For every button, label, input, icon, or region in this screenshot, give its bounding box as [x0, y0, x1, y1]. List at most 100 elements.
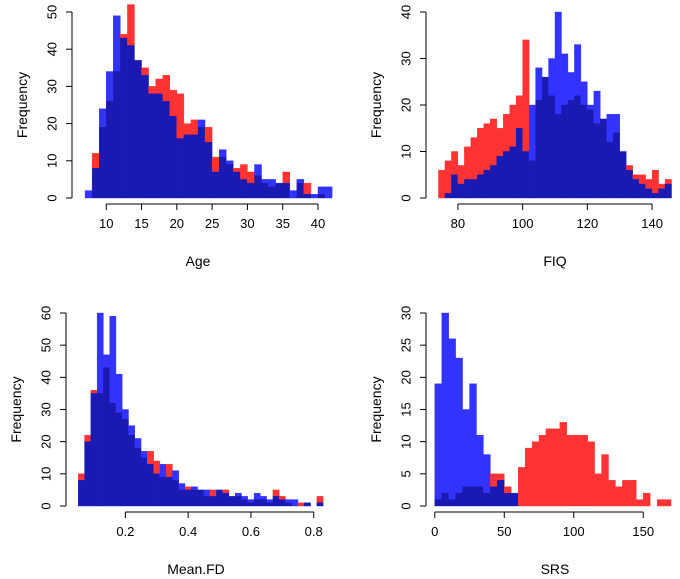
overlap-bar-23: [587, 109, 595, 199]
blue-bar-15: [172, 470, 179, 481]
overlap-bar-34: [658, 188, 666, 199]
overlap-bar-8: [490, 165, 497, 199]
red-bar-7: [483, 123, 491, 171]
overlap-bar-15: [535, 100, 543, 199]
overlap-bar-3: [96, 393, 104, 507]
blue-bar-0: [84, 190, 93, 199]
fiq-histogram: 80 100 120 140 FIQ 0 10 20 30 40 Frequency: [368, 5, 672, 269]
y-tick-label-30: 30: [45, 79, 60, 93]
blue-bar-27: [613, 114, 620, 134]
x-axis-title: Mean.FD: [167, 561, 225, 577]
red-bar-14: [183, 123, 192, 135]
red-bar-25: [608, 480, 616, 507]
red-bar-10: [504, 486, 512, 494]
red-bar-6: [477, 128, 484, 175]
y-tick-label-15: 15: [399, 402, 414, 416]
red-bar-31: [638, 174, 646, 185]
overlap-bar-33: [651, 193, 659, 199]
blue-bar-19: [561, 53, 569, 106]
red-bar-3: [457, 165, 465, 185]
overlap-bar-18: [211, 171, 220, 199]
blue-bar-6: [115, 373, 123, 413]
x-tick-label-100: 100: [512, 216, 534, 231]
overlap-bar-4: [113, 71, 121, 199]
y-tick-label-10: 10: [399, 434, 414, 448]
blue-bar-32: [310, 194, 319, 199]
overlap-bar-14: [165, 476, 173, 507]
overlap-bar-18: [191, 489, 198, 507]
overlap-bar-14: [528, 160, 536, 199]
y-tick-label-20: 20: [39, 434, 54, 448]
overlap-bar-1: [441, 492, 449, 507]
y-tick-label-40: 40: [45, 42, 60, 56]
overlap-bar-0: [434, 499, 442, 507]
blue-bar-20: [567, 72, 575, 101]
red-bar-30: [632, 174, 640, 180]
red-bar-30: [643, 492, 651, 507]
overlap-bar-2: [448, 499, 456, 507]
red-bar-19: [566, 435, 574, 507]
blue-bar-20: [203, 489, 211, 497]
red-bar-17: [184, 486, 192, 491]
overlap-bar-32: [645, 188, 653, 199]
overlap-bar-10: [155, 93, 163, 199]
overlap-bar-7: [122, 418, 129, 507]
red-bar-9: [496, 128, 504, 157]
blue-bar-29: [260, 496, 267, 500]
blue-bar-34: [291, 499, 299, 507]
overlap-bar-11: [511, 492, 519, 507]
red-bar-38: [316, 496, 324, 503]
red-bar-11: [147, 451, 154, 465]
overlap-bar-21: [574, 95, 582, 199]
y-tick-label-30: 30: [399, 306, 414, 320]
x-tick-label-120: 120: [577, 216, 599, 231]
red-bar-8: [490, 118, 497, 166]
overlap-bar-9: [148, 93, 156, 199]
red-bar-11: [162, 75, 170, 102]
overlap-bar-26: [241, 499, 248, 507]
red-bar-12: [169, 89, 178, 117]
x-tick-label-140: 140: [641, 216, 663, 231]
blue-bar-9: [134, 438, 142, 449]
overlap-bar-24: [593, 123, 601, 199]
red-bar-16: [545, 428, 554, 507]
blue-bar-3: [455, 357, 463, 494]
y-tick-label-10: 10: [39, 467, 54, 481]
overlap-bar-1: [444, 193, 452, 199]
x-tick-label-0.2: 0.2: [116, 524, 134, 539]
red-bar-33: [663, 499, 672, 507]
x-tick-label-30: 30: [240, 216, 254, 231]
x-tick-label-0.6: 0.6: [242, 524, 260, 539]
overlap-bar-31: [303, 194, 312, 199]
blue-bar-15: [535, 67, 543, 101]
blue-bar-25: [261, 179, 269, 184]
overlap-bar-20: [226, 164, 234, 199]
blue-bar-18: [554, 11, 562, 115]
red-bar-11: [509, 104, 517, 148]
red-bar-32: [278, 496, 286, 500]
overlap-bar-36: [304, 502, 311, 507]
blue-bar-4: [103, 354, 110, 368]
red-bar-35: [664, 179, 672, 185]
red-bar-9: [148, 86, 156, 95]
x-tick-label-100: 100: [563, 524, 585, 539]
overlap-bar-17: [184, 489, 192, 507]
blue-bar-27: [247, 499, 255, 503]
overlap-bar-13: [159, 476, 167, 507]
overlap-bar-26: [606, 141, 614, 199]
overlap-bar-29: [260, 499, 267, 507]
overlap-bar-3: [106, 101, 114, 199]
red-bar-13: [522, 39, 530, 152]
blue-bar-16: [178, 483, 186, 491]
overlap-bar-1: [84, 441, 92, 507]
red-bar-26: [615, 486, 623, 507]
blue-bar-34: [324, 186, 333, 199]
blue-bar-33: [317, 186, 326, 195]
overlap-bar-15: [172, 480, 179, 507]
blue-bar-17: [548, 58, 556, 96]
overlap-bar-28: [282, 182, 290, 199]
blue-bar-13: [159, 463, 167, 478]
y-tick-label-0: 0: [399, 194, 414, 201]
red-bar-10: [503, 114, 510, 152]
red-bar-0: [438, 169, 446, 199]
